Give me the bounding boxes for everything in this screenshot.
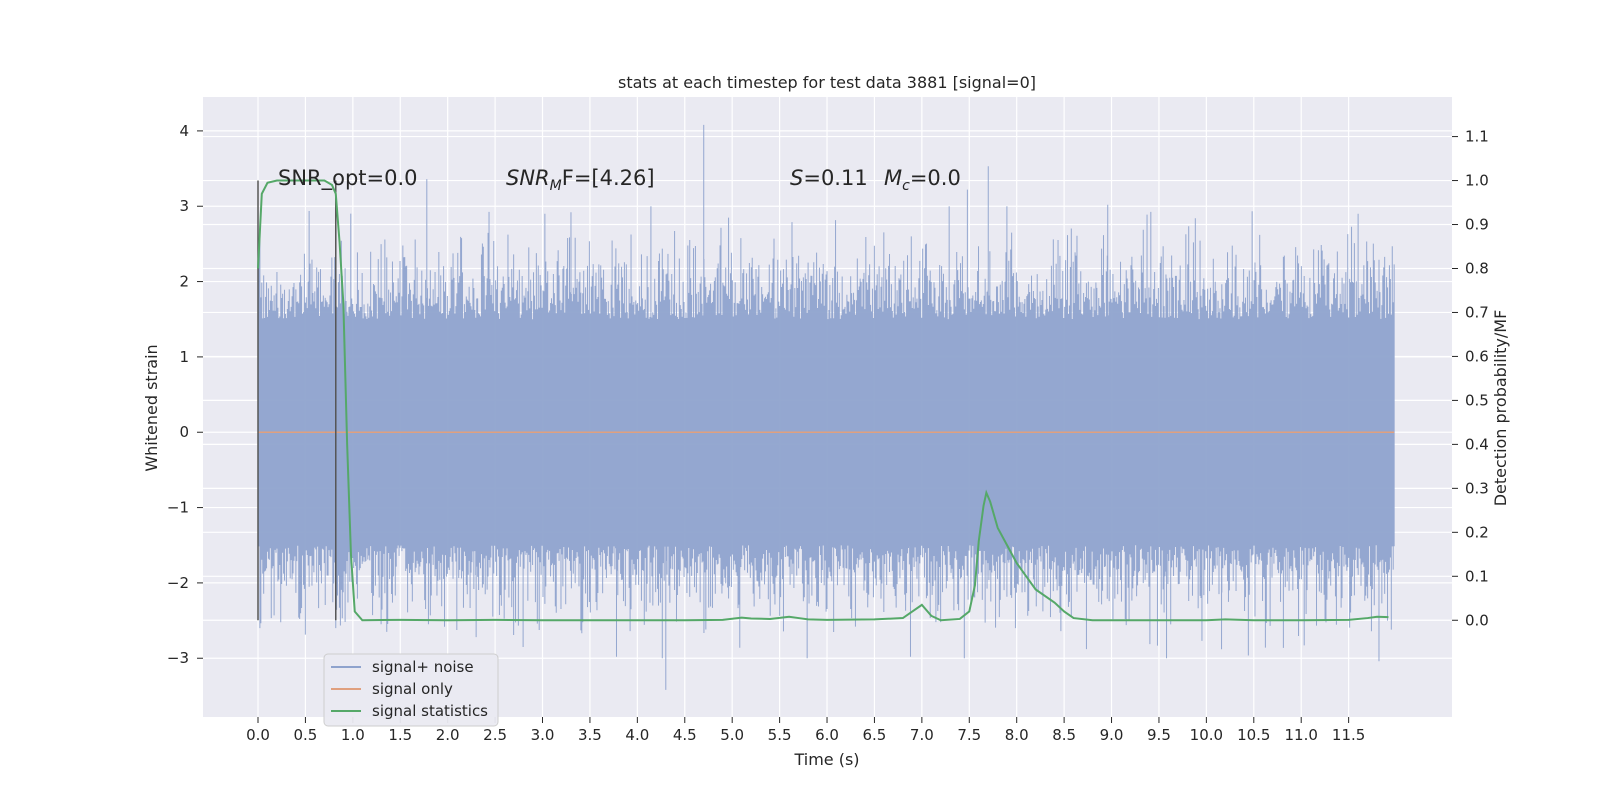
y-left-tick-label: −2 [167,574,189,592]
annotation-s-rest: =0.11 [803,166,867,190]
y-right-tick-label: 0.2 [1465,523,1489,541]
legend-box [323,653,499,727]
x-tick-label: 9.0 [1100,726,1124,744]
x-tick-label: 5.5 [768,726,792,744]
series-signal-statistics [257,179,1389,622]
legend: signal+ noise signal only signal statist… [323,653,499,727]
x-tick-label: 6.0 [815,726,839,744]
annotation-mc-main: M [884,166,902,190]
x-tick-label: 5.0 [720,726,744,744]
x-tick-label: 10.0 [1190,726,1223,744]
x-tick-label: 8.5 [1052,726,1076,744]
y-right-tick-label: 0.5 [1465,391,1489,409]
y-left-tick-label: −1 [167,499,189,517]
y-right-tick-label: 1.0 [1465,172,1489,190]
legend-label-signal-noise: signal+ noise [372,658,474,676]
y-left-tick-label: 2 [179,273,189,291]
x-tick-label: 6.5 [863,726,887,744]
tick-layer: 0.0 0.5 1.0 1.5 2.0 2.5 3.0 3.5 4.0 4.5 5.0 5.5 6.0 6… [167,122,1489,744]
x-tick-label: 2.5 [483,726,507,744]
x-tick-label: 10.5 [1237,726,1270,744]
x-tick-label: 3.5 [578,726,602,744]
legend-label-signal-statistics: signal statistics [372,702,488,720]
legend-label-signal-only: signal only [372,680,453,698]
x-tick-label: 9.5 [1147,726,1171,744]
x-tick-label: 11.5 [1332,726,1365,744]
x-axis-label: Time (s) [793,750,859,769]
y-left-tick-label: 1 [179,348,189,366]
y-right-tick-label: 0.4 [1465,435,1489,453]
y-left-tick-label: 4 [179,122,189,140]
x-tick-label: 0.0 [246,726,270,744]
x-tick-label: 7.0 [910,726,934,744]
y-right-tick-label: 0.1 [1465,567,1489,585]
annotation-s: S=0.11 [790,166,868,190]
y-left-tick-label: 0 [179,423,189,441]
annotation-mc-rest: =0.0 [910,166,961,190]
y-left-tick-label: 3 [179,197,189,215]
chart-title: stats at each timestep for test data 388… [618,73,1036,92]
y-right-tick-label: 0.7 [1465,303,1489,321]
annotation-snr-mf-main: SNR [506,166,550,190]
annotation-snr-mf-rest: F=[4.26] [562,166,655,190]
annotation-snr-mf-sub: M [550,178,562,194]
x-tick-label: 3.0 [531,726,555,744]
annotation-snr-mf: SNRMF=[4.26] [506,166,655,194]
annotation-snr-opt: SNR_opt=0.0 [278,166,418,191]
x-tick-label: 8.0 [1005,726,1029,744]
x-tick-label: 1.0 [341,726,365,744]
x-tick-label: 0.5 [293,726,317,744]
y-right-tick-label: 0.8 [1465,259,1489,277]
annotation-s-main: S [790,166,803,190]
x-tick-label: 11.0 [1285,726,1318,744]
y-right-tick-label: 0.0 [1465,611,1489,629]
lines-layer [257,179,1395,622]
x-tick-label: 7.5 [957,726,981,744]
y-axis-label-right: Detection probability/MF [1491,310,1510,507]
x-tick-label: 4.0 [625,726,649,744]
annotation-mc-sub: c [902,178,910,194]
y-left-tick-label: −3 [167,649,189,667]
y-right-tick-label: 0.3 [1465,479,1489,497]
x-tick-label: 4.5 [673,726,697,744]
annotation-mc: Mc=0.0 [884,166,961,194]
y-right-tick-label: 0.6 [1465,347,1489,365]
y-right-tick-label: 1.1 [1465,128,1489,146]
y-right-tick-label: 0.9 [1465,216,1489,234]
x-tick-label: 2.0 [436,726,460,744]
x-tick-label: 1.5 [388,726,412,744]
y-axis-label-left: Whitened strain [142,344,161,471]
